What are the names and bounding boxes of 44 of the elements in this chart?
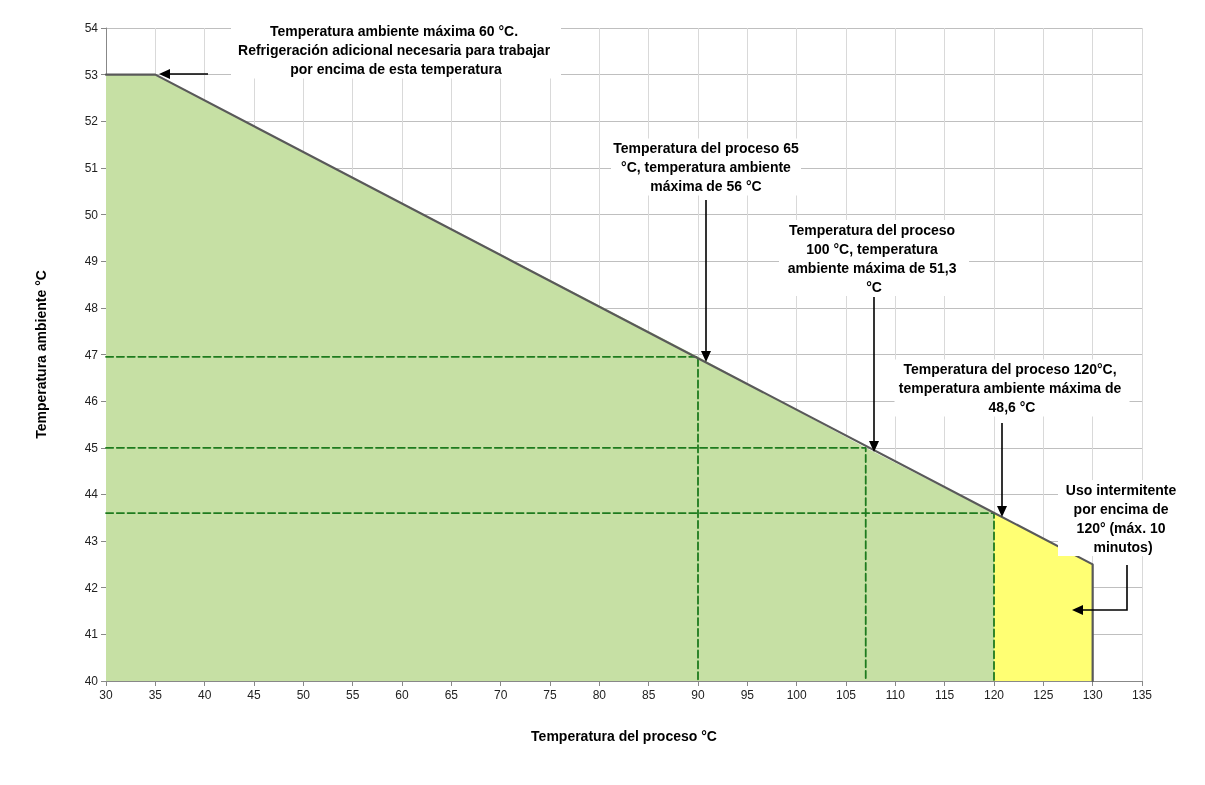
x-tick-label: 45 [247,688,261,702]
annotation: Uso intermitente por encima de 120° (máx. 10 minutos) [1065,481,1181,555]
x-tick-label: 75 [543,688,557,702]
x-tick-label: 120 [983,688,1005,702]
x-axis-title: Temperatura del proceso °C [531,728,717,744]
x-tick-label: 40 [197,688,212,702]
x-tick-label: 100 [786,688,807,702]
x-tick-label: 60 [395,688,409,702]
annotation: Temperatura ambiente máxima 60 °C. Refrigeración adicional necesaria para trabajar por encima de esta temperatura [238,23,554,77]
x-tick-label: 30 [99,688,113,702]
x-tick-label: 110 [885,688,906,702]
y-tick-label: 46 [84,394,99,409]
x-tick-label: 105 [835,688,857,702]
x-tick-label: 35 [148,688,163,702]
y-tick-label: 43 [84,534,99,549]
x-tick-label: 80 [592,688,607,702]
y-tick-label: 51 [84,160,99,175]
x-tick-label: 130 [1082,688,1103,702]
x-tick-label: 125 [1033,688,1054,702]
y-tick-label: 45 [84,440,99,455]
y-tick-label: 48 [84,300,99,315]
y-axis-title: Temperatura ambiente °C [33,270,49,439]
x-tick-label: 55 [345,688,360,702]
x-tick-label: 50 [296,688,311,702]
y-tick-label: 40 [84,674,99,688]
annotation: Temperatura del proceso 120°C, temperatura ambiente máxima de 48,6 °C [898,361,1126,415]
x-tick-label: 115 [935,688,955,702]
x-tick-label: 95 [740,688,755,702]
y-tick-label: 53 [84,67,99,82]
y-tick-label: 49 [84,254,99,269]
x-tick-label: 90 [691,688,705,702]
annotation: Temperatura del proceso 100 °C, temperatura ambiente máxima de 51,3 °C [787,221,961,295]
y-tick-label: 44 [84,487,99,502]
annotation: Temperatura del proceso 65 °C, temperatura ambiente máxima de 56 °C [613,140,800,194]
x-tick-label: 65 [444,688,459,702]
y-tick-label: 50 [84,207,99,222]
y-tick-label: 52 [84,114,99,129]
y-tick-label: 47 [84,347,99,362]
x-tick-label: 135 [1131,688,1153,702]
y-tick-label: 54 [84,21,99,35]
x-tick-label: 70 [493,688,508,702]
x-tick-label: 85 [641,688,656,702]
y-tick-label: 42 [84,580,99,595]
y-tick-label: 41 [84,627,99,642]
